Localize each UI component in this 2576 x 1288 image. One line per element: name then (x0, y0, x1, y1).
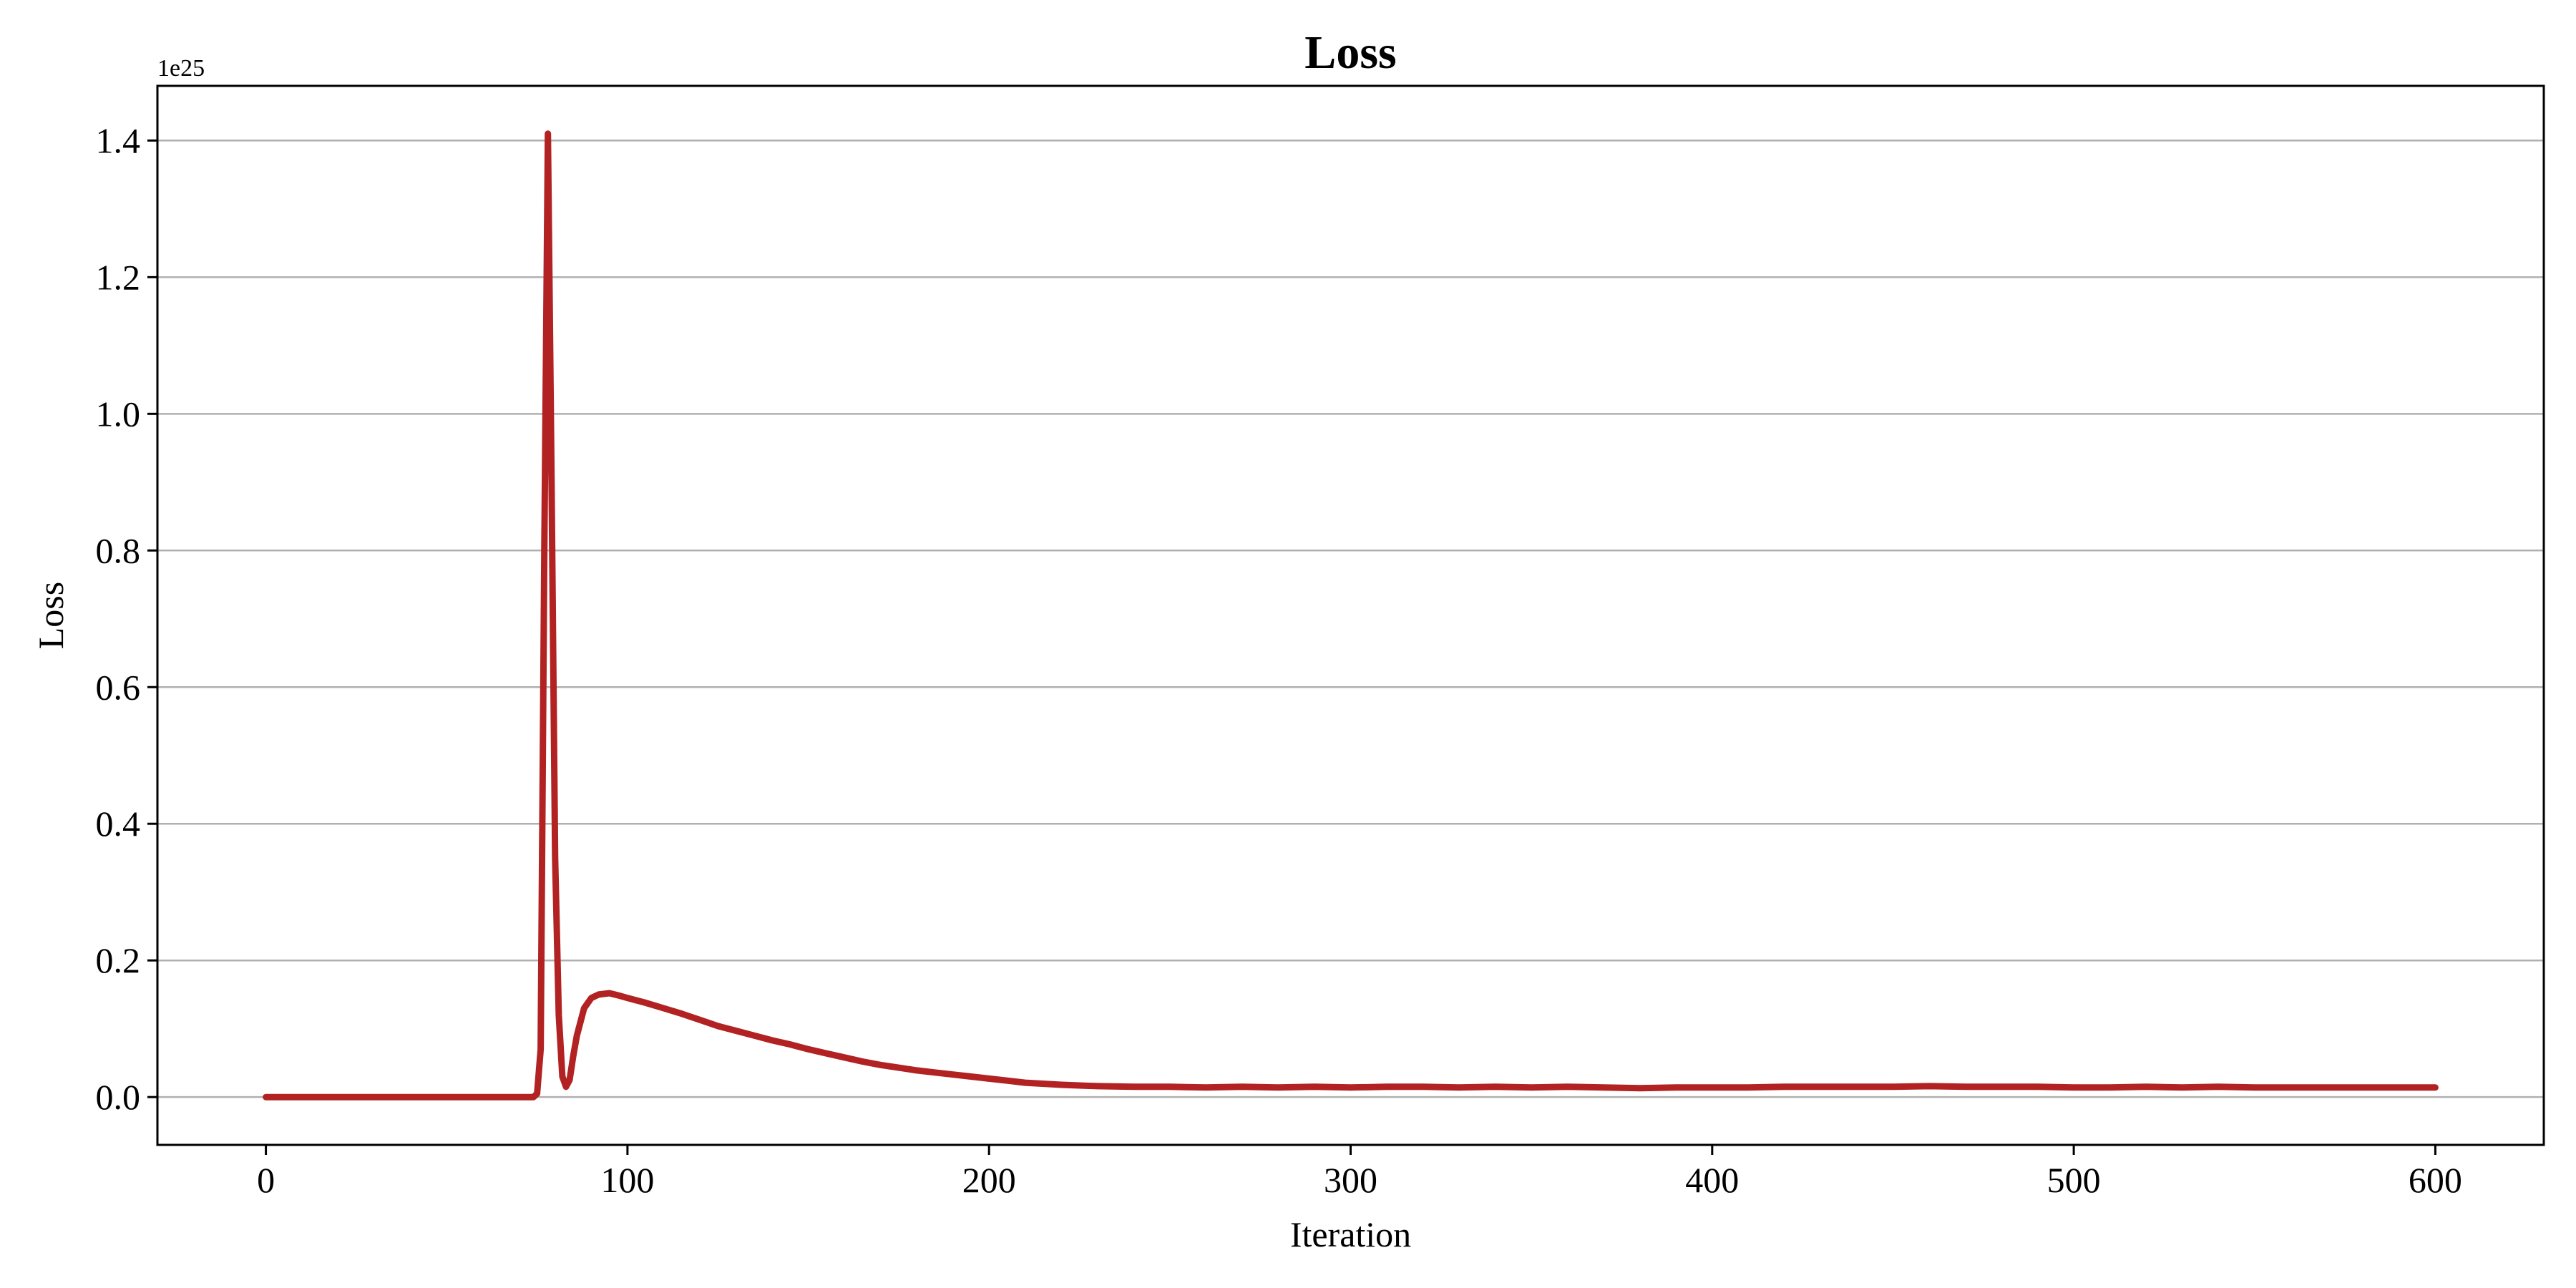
y-tick-label: 0.6 (96, 667, 141, 707)
x-axis-label: Iteration (1290, 1214, 1411, 1254)
x-tick-label: 500 (2047, 1160, 2101, 1200)
y-tick-label: 0.8 (96, 530, 141, 570)
y-tick-label: 0.4 (96, 804, 141, 844)
loss-series-line (263, 130, 2439, 1101)
y-tick-label: 0.0 (96, 1077, 141, 1117)
y-tick-label: 1.4 (96, 120, 141, 160)
y-axis-offset-label: 1e25 (157, 55, 205, 82)
x-tick-label: 100 (600, 1160, 654, 1200)
x-tick-label: 400 (1685, 1160, 1739, 1200)
y-axis-label: Loss (31, 582, 71, 649)
y-tick-label: 1.0 (96, 394, 141, 434)
chart-title: Loss (1304, 26, 1396, 79)
y-tick-label: 1.2 (96, 257, 141, 297)
x-tick-label: 0 (257, 1160, 275, 1200)
y-axis-ticks: 0.0 0.2 0.4 0.6 0.8 1.0 1.2 1.4 (96, 120, 157, 1117)
x-tick-label: 300 (1324, 1160, 1377, 1200)
y-tick-label: 0.2 (96, 940, 141, 980)
x-tick-label: 600 (2409, 1160, 2462, 1200)
plot-area (263, 130, 2439, 1101)
x-tick-label: 200 (962, 1160, 1016, 1200)
x-axis-ticks: 0 100 200 300 400 500 600 (257, 1145, 2462, 1200)
